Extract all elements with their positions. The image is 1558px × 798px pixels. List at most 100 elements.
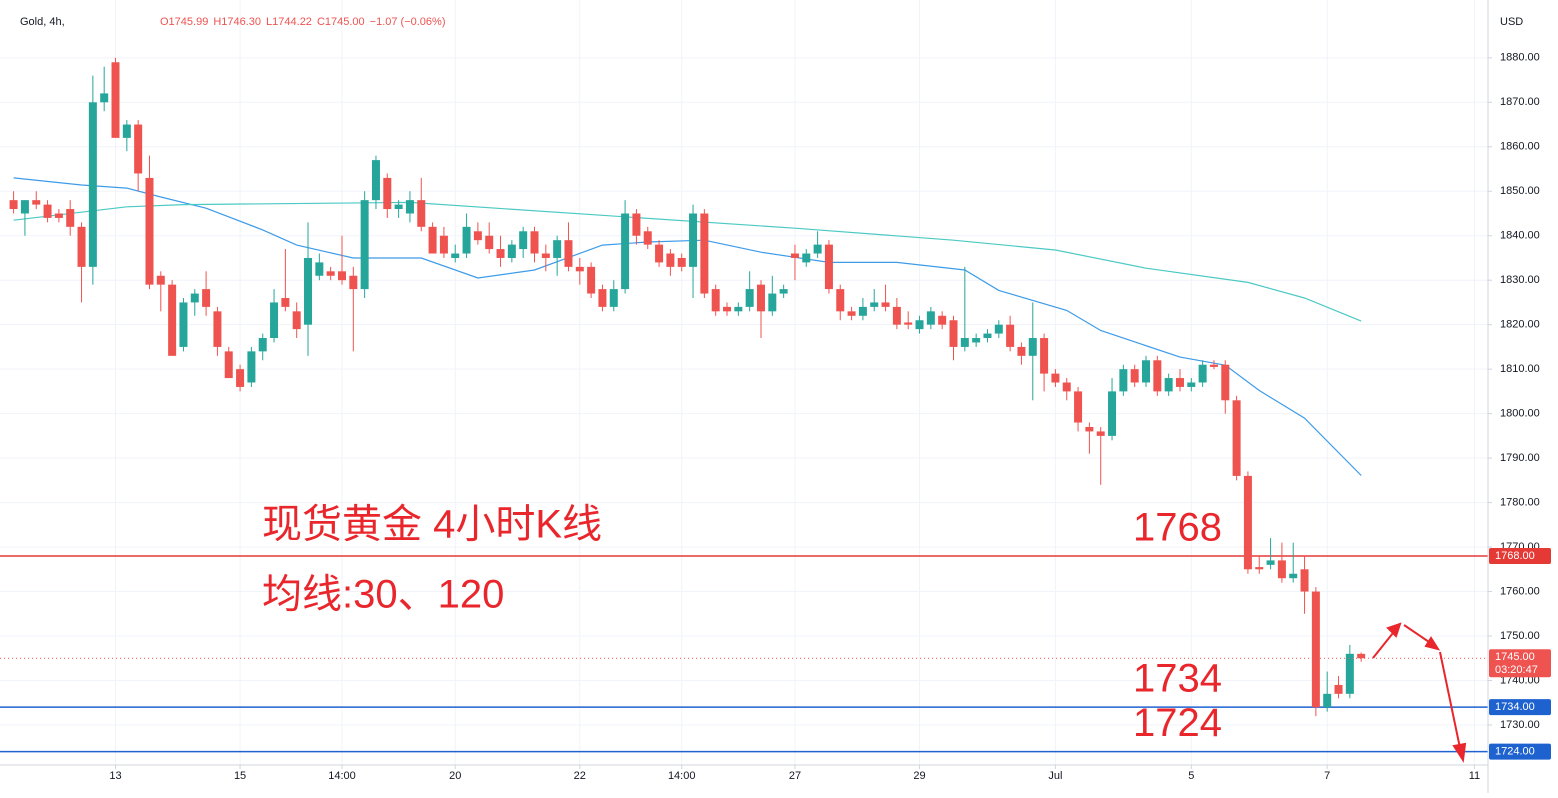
candle-body: [1130, 369, 1139, 383]
candle-body: [564, 240, 573, 267]
candle-body: [1175, 378, 1184, 387]
candle-body: [1074, 391, 1083, 423]
candle-body: [224, 351, 233, 379]
candle-body: [473, 231, 482, 241]
candle-body: [734, 306, 743, 312]
candle-body: [1323, 693, 1332, 708]
candle-body: [1334, 684, 1343, 694]
candle-body: [745, 289, 754, 307]
candle-body: [972, 338, 981, 343]
candle-body: [1164, 378, 1173, 392]
candle-body: [1108, 391, 1117, 436]
currency: USD: [1500, 16, 1523, 28]
candle-body: [813, 244, 822, 254]
y-tick-label: 1800.00: [1500, 408, 1540, 420]
candle-body: [405, 200, 414, 214]
candle-body: [723, 306, 732, 312]
candle-body: [485, 235, 494, 250]
candle-body: [892, 306, 901, 325]
x-tick-label: 11: [1469, 770, 1480, 782]
candle-body: [236, 369, 245, 387]
candle-body: [802, 253, 811, 263]
x-tick-label: 22: [574, 770, 586, 782]
candle-body: [496, 249, 505, 258]
candle-body: [1300, 569, 1309, 592]
price-box-label: 1734.00: [1495, 701, 1535, 713]
candle-body: [292, 311, 301, 330]
y-tick-label: 1810.00: [1500, 363, 1540, 375]
candle-body: [145, 177, 154, 285]
legend-value: C1745.00: [317, 16, 365, 28]
candle-body: [655, 244, 664, 263]
candle-body: [1243, 475, 1252, 570]
candle-body: [530, 231, 539, 254]
candle-body: [1289, 573, 1298, 579]
candle-body: [836, 289, 845, 312]
x-tick-label: Jul: [1048, 770, 1062, 782]
candle-body: [938, 315, 947, 325]
candle-body: [349, 275, 358, 290]
candle-body: [54, 213, 63, 218]
candle-body: [1142, 360, 1151, 383]
legend-value: L1744.22: [266, 16, 312, 28]
arrow: [1403, 624, 1433, 645]
price-box-label: 1768.00: [1495, 550, 1535, 562]
candle-body: [666, 253, 675, 267]
candle-body: [519, 231, 528, 250]
arrowhead: [1452, 742, 1467, 763]
candle-body: [858, 306, 867, 316]
candle-body: [587, 266, 596, 294]
candle-body: [1153, 360, 1162, 392]
candle-body: [134, 124, 143, 174]
price-box: [1489, 699, 1551, 716]
candle-body: [1255, 567, 1264, 570]
arrow: [1439, 651, 1461, 749]
candle-body: [1062, 382, 1071, 392]
y-tick-label: 1780.00: [1500, 496, 1540, 508]
candle-body: [179, 302, 188, 347]
candle-body: [20, 200, 29, 214]
candle-body: [949, 320, 958, 347]
candle-body: [926, 311, 935, 325]
y-tick-label: 1750.00: [1500, 630, 1540, 642]
y-tick-label: 1830.00: [1500, 274, 1540, 286]
candle-body: [779, 289, 788, 294]
plot: [0, 57, 1488, 753]
candle-body: [326, 271, 335, 276]
x-tick-label: 15: [234, 770, 246, 782]
x-tick-label: 13: [109, 770, 121, 782]
candle-body: [1277, 560, 1286, 579]
candle-body: [428, 226, 437, 254]
candle-body: [983, 333, 992, 339]
level-annotation: 1768: [1133, 506, 1222, 550]
candle-body: [994, 324, 1003, 334]
candle-body: [824, 244, 833, 290]
candle-body: [1266, 560, 1275, 565]
y-tick-label: 1880.00: [1500, 52, 1540, 64]
candle-body: [304, 257, 313, 325]
candle-body: [360, 200, 369, 290]
candle-body: [1051, 373, 1060, 383]
candle-body: [88, 102, 97, 267]
candle-body: [1209, 364, 1218, 367]
candle-body: [9, 200, 18, 210]
y-tick-label: 1760.00: [1500, 585, 1540, 597]
candle-body: [1311, 591, 1320, 708]
candle-body: [960, 338, 969, 347]
candle-body: [1040, 338, 1049, 374]
candle-body: [168, 284, 177, 356]
candle-body: [258, 338, 267, 352]
candle-body: [1198, 364, 1207, 383]
y-tick-label: 1850.00: [1500, 185, 1540, 197]
candle-body: [711, 289, 720, 312]
forecast-arrows: [1372, 622, 1467, 763]
candle-body: [213, 311, 222, 347]
candle-body: [247, 351, 256, 383]
candle-body: [371, 160, 380, 201]
candle-body: [1221, 364, 1230, 401]
x-tick-label: 7: [1324, 770, 1330, 782]
candle-body: [394, 204, 403, 210]
candle-body: [439, 235, 448, 254]
